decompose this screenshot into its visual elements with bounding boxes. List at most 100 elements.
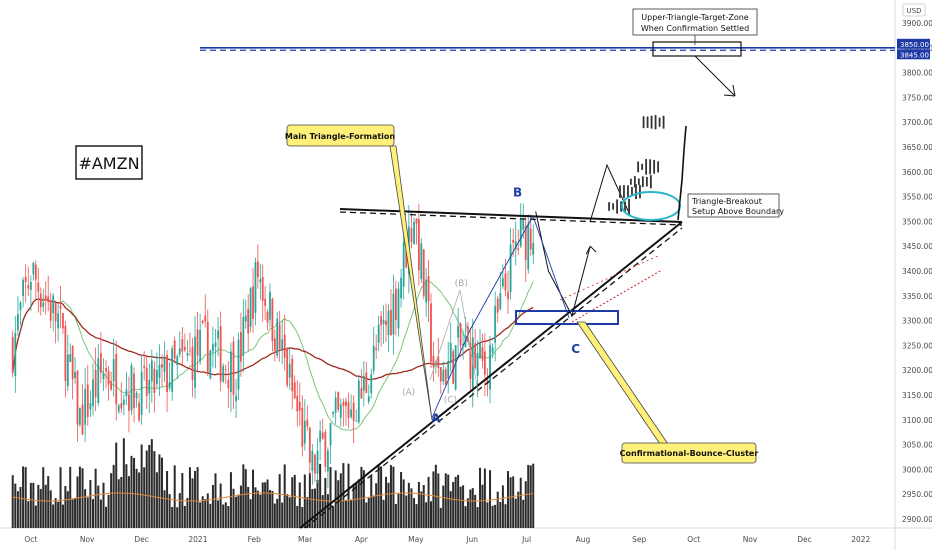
candle-body bbox=[529, 228, 532, 250]
candle-body bbox=[444, 369, 447, 385]
volume-bar bbox=[342, 463, 345, 528]
x-tick-label: Nov bbox=[743, 535, 758, 544]
candle-body bbox=[271, 298, 274, 342]
volume-bar bbox=[57, 501, 60, 528]
volume-bar bbox=[298, 482, 301, 528]
y-tick-label: 3150.00 bbox=[902, 391, 932, 400]
candle-body bbox=[397, 288, 400, 329]
volume-bar bbox=[479, 467, 482, 528]
candle-body bbox=[293, 382, 296, 399]
candle-body bbox=[261, 277, 264, 301]
candle-body bbox=[269, 291, 271, 320]
candle-body bbox=[176, 356, 179, 366]
volume-bar bbox=[178, 493, 181, 528]
volume-bar bbox=[377, 464, 380, 528]
wave-line-a bbox=[431, 329, 471, 419]
x-tick-label: 2022 bbox=[851, 535, 870, 544]
candle-body bbox=[342, 401, 345, 406]
volume-bar bbox=[268, 490, 271, 528]
volume-bar bbox=[135, 468, 138, 528]
volume-bar bbox=[84, 489, 87, 528]
volume-bar bbox=[350, 500, 353, 528]
volume-bar bbox=[337, 480, 340, 528]
candle-body bbox=[24, 276, 27, 282]
volume-bar bbox=[415, 504, 418, 528]
target-zone-arrowhead-2 bbox=[732, 84, 736, 97]
volume-bar bbox=[71, 499, 74, 528]
candle-body bbox=[337, 391, 340, 410]
volume-bar bbox=[499, 502, 502, 528]
candle-body bbox=[298, 401, 301, 411]
volume-bar bbox=[99, 499, 102, 528]
breakout-candle bbox=[641, 163, 644, 170]
candle-body bbox=[39, 293, 42, 308]
x-tick-label: Dec bbox=[134, 535, 149, 544]
volume-bar bbox=[252, 469, 255, 528]
volume-bar bbox=[375, 483, 378, 528]
volume-bar bbox=[24, 467, 27, 528]
y-tick-label: 3900.00 bbox=[902, 19, 932, 28]
candle-body bbox=[256, 261, 259, 278]
candle-body bbox=[425, 279, 428, 303]
candle-body bbox=[385, 320, 387, 326]
candle-body bbox=[327, 450, 329, 472]
volume-bar bbox=[447, 474, 450, 528]
candle-body bbox=[191, 346, 194, 380]
y-tick-label: 3500.00 bbox=[902, 217, 932, 226]
candle-body bbox=[390, 309, 392, 336]
volume-bar bbox=[166, 471, 169, 528]
candle-body bbox=[252, 286, 254, 320]
candle-body bbox=[474, 343, 477, 368]
candle-body bbox=[227, 379, 230, 389]
volume-bar bbox=[249, 499, 252, 528]
breakout-candle bbox=[645, 159, 648, 175]
wave-label: (C) bbox=[444, 395, 457, 405]
volume-bar bbox=[138, 472, 141, 528]
volume-bar bbox=[204, 499, 207, 528]
candle-body bbox=[352, 402, 355, 421]
candle-body bbox=[329, 422, 332, 446]
candle-body bbox=[209, 350, 212, 379]
volume-bar bbox=[301, 506, 304, 528]
volume-bar bbox=[469, 489, 472, 528]
candle-body bbox=[242, 317, 245, 356]
volume-bar bbox=[355, 483, 358, 528]
y-tick-label: 3800.00 bbox=[902, 69, 932, 78]
breakout-candle bbox=[649, 159, 652, 175]
candle-body bbox=[283, 334, 286, 358]
candle-body bbox=[97, 358, 100, 403]
candle-body bbox=[163, 356, 166, 373]
breakout-candle bbox=[627, 185, 629, 199]
volume-bar bbox=[291, 477, 294, 528]
volume-bar bbox=[432, 471, 435, 528]
candle-body bbox=[64, 326, 67, 381]
y-tick-label: 3250.00 bbox=[902, 341, 932, 350]
candle-body bbox=[496, 298, 499, 313]
projection-arrowhead-2 bbox=[589, 245, 597, 253]
volume-bar bbox=[86, 497, 89, 528]
volume-bar bbox=[140, 444, 143, 528]
volume-bar bbox=[34, 505, 37, 528]
volume-bar bbox=[517, 491, 520, 528]
volume-bar bbox=[242, 464, 245, 528]
volume-bar bbox=[288, 497, 291, 528]
y-tick-label: 3100.00 bbox=[902, 416, 932, 425]
candle-body bbox=[133, 373, 135, 409]
volume-bar bbox=[127, 476, 130, 528]
volume-bar bbox=[444, 473, 447, 528]
breakout-candle bbox=[646, 116, 649, 128]
volume-bar bbox=[37, 484, 40, 528]
volume-bar bbox=[276, 498, 279, 528]
volume-bar bbox=[266, 479, 269, 528]
volume-bar bbox=[494, 504, 497, 528]
breakout-candle bbox=[608, 202, 610, 211]
wave-labels: A B C (A) (B) (C) bbox=[402, 186, 580, 426]
volume-bar bbox=[365, 502, 368, 528]
candle-body bbox=[235, 395, 237, 402]
volume-bar bbox=[259, 494, 262, 528]
volume-bar bbox=[452, 482, 455, 528]
volume-bar bbox=[69, 466, 72, 528]
volume-bar bbox=[201, 496, 204, 528]
candle-body bbox=[189, 350, 191, 352]
